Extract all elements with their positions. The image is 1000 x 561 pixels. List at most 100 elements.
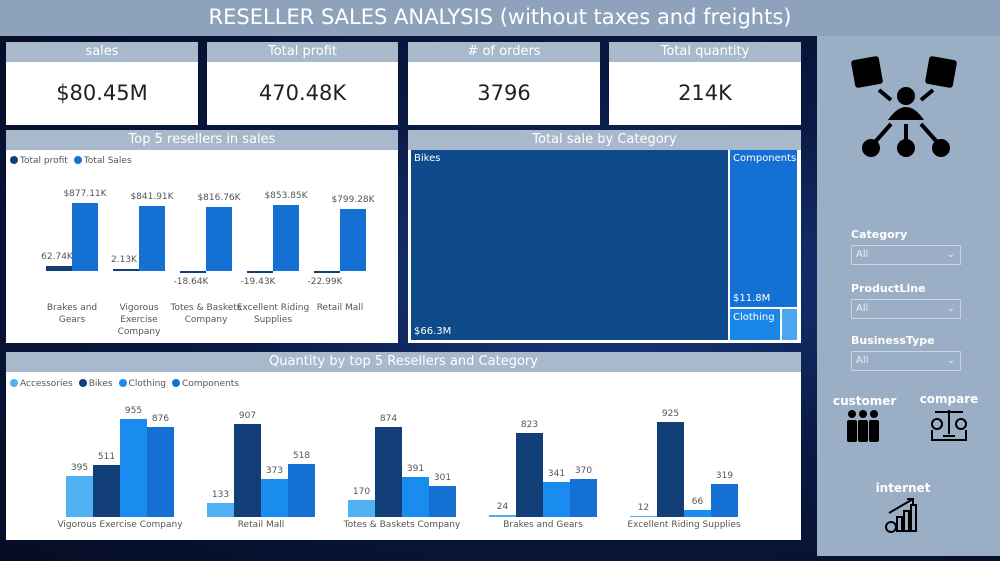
quantity-bar[interactable] <box>66 476 93 517</box>
quantity-bar[interactable] <box>234 423 261 517</box>
quantity-bar[interactable] <box>93 464 120 517</box>
sales-bar[interactable] <box>139 205 165 271</box>
internet-nav-button[interactable]: internet <box>873 481 933 539</box>
quantity-data-label: 133 <box>211 490 230 501</box>
slicer-label: ProductLine <box>851 282 926 295</box>
nav-label: internet <box>875 481 931 495</box>
quantity-bar[interactable] <box>516 432 543 517</box>
quantity-bar[interactable] <box>711 484 738 517</box>
businesstype-slicer: BusinessType All ⌄ <box>851 334 961 371</box>
sales-bar[interactable] <box>273 204 299 271</box>
quantity-bar[interactable] <box>147 427 174 517</box>
quantity-bar[interactable] <box>570 479 597 517</box>
legend-item[interactable]: Clothing <box>118 379 166 389</box>
kpi-value: 3796 <box>477 81 531 105</box>
kpi-label: Total profit <box>207 42 398 62</box>
profit-data-label: -19.43K <box>240 277 276 287</box>
sales-bar[interactable] <box>72 202 98 271</box>
quantity-by-reseller-chart[interactable]: Quantity by top 5 Resellers and Category… <box>6 352 801 540</box>
quantity-bar[interactable] <box>375 427 402 517</box>
sales-bar[interactable] <box>206 207 232 271</box>
profit-bar[interactable] <box>247 271 273 273</box>
people-group-icon <box>847 410 879 442</box>
quantity-data-label: 823 <box>520 419 539 430</box>
legend: Accessories Bikes Clothing Components <box>10 379 239 389</box>
kpi-label: Total quantity <box>609 42 801 62</box>
category-label: Vigorous Exercise Company <box>117 303 161 337</box>
quantity-bar[interactable] <box>261 478 288 517</box>
chevron-down-icon: ⌄ <box>946 249 955 260</box>
growth-chart-icon <box>885 498 917 533</box>
businesstype-dropdown[interactable]: All ⌄ <box>851 351 961 371</box>
treemap-tile-components[interactable]: Components $11.8M <box>730 150 797 307</box>
tile-label: Bikes <box>414 153 441 164</box>
slicer-label: BusinessType <box>851 334 935 347</box>
profit-data-label: -22.99K <box>307 277 343 287</box>
quantity-data-label: 12 <box>637 502 650 513</box>
profit-bar[interactable] <box>314 271 340 273</box>
slicer-label: Category <box>851 228 908 241</box>
kpi-quantity: Total quantity 214K <box>609 42 801 125</box>
legend-item[interactable]: Components <box>172 379 239 389</box>
dropdown-value: All <box>856 355 869 366</box>
quantity-data-label: 876 <box>151 414 170 425</box>
quantity-bar[interactable] <box>348 499 375 517</box>
chart-title: Total sale by Category <box>408 130 801 150</box>
customer-nav-button[interactable]: customer <box>833 394 896 448</box>
quantity-data-label: 907 <box>238 410 257 421</box>
kpi-value: 214K <box>678 81 732 105</box>
quantity-data-label: 511 <box>97 451 116 462</box>
profit-bar[interactable] <box>180 271 206 273</box>
chevron-down-icon: ⌄ <box>946 303 955 314</box>
legend-item[interactable]: Total profit <box>10 156 68 166</box>
quantity-bar[interactable] <box>120 419 147 517</box>
quantity-data-label: 319 <box>715 471 734 482</box>
quantity-bar[interactable] <box>657 422 684 517</box>
quantity-data-label: 66 <box>691 497 704 508</box>
quantity-data-label: 373 <box>265 465 284 476</box>
quantity-bar[interactable] <box>489 514 516 517</box>
profit-bar[interactable] <box>46 266 72 271</box>
dropdown-value: All <box>856 249 869 260</box>
treemap-tile-bikes[interactable]: Bikes $66.3M <box>411 150 728 340</box>
quantity-data-label: 170 <box>352 486 371 497</box>
quantity-bar[interactable] <box>630 515 657 517</box>
productline-dropdown[interactable]: All ⌄ <box>851 299 961 319</box>
quantity-bar[interactable] <box>543 482 570 517</box>
category-dropdown[interactable]: All ⌄ <box>851 245 961 265</box>
quantity-bar[interactable] <box>429 486 456 517</box>
kpi-value: $80.45M <box>56 81 148 105</box>
category-label: Retail Mall <box>237 520 285 530</box>
quantity-bar[interactable] <box>402 476 429 517</box>
profit-bar[interactable] <box>113 269 139 271</box>
side-panel: Category All ⌄ ProductLine All ⌄ BusinessTyp… <box>817 36 1000 556</box>
sales-data-label: $877.11K <box>63 188 107 199</box>
kpi-sales: sales $80.45M <box>6 42 198 125</box>
legend-label: Bikes <box>88 379 113 389</box>
quantity-bar[interactable] <box>207 503 234 517</box>
legend-item[interactable]: Accessories <box>10 379 73 389</box>
legend-label: Accessories <box>20 379 73 389</box>
quantity-data-label: 925 <box>661 409 680 420</box>
legend-item[interactable]: Total Sales <box>73 156 132 166</box>
category-label: Vigorous Exercise Company <box>57 520 183 530</box>
quantity-data-label: 341 <box>547 469 566 479</box>
category-treemap[interactable]: Total sale by Category Bikes $66.3M Compo… <box>408 130 801 343</box>
quantity-bar[interactable] <box>684 510 711 517</box>
page-title: RESELLER SALES ANALYSIS (without taxes a… <box>0 0 1000 36</box>
legend-item[interactable]: Bikes <box>78 379 113 389</box>
productline-slicer: ProductLine All ⌄ <box>851 282 961 319</box>
quantity-bar[interactable] <box>288 463 315 517</box>
sales-bar[interactable] <box>340 208 366 271</box>
kpi-orders: # of orders 3796 <box>408 42 600 125</box>
dropdown-value: All <box>856 303 869 314</box>
chart-title: Quantity by top 5 Resellers and Category <box>6 352 801 372</box>
treemap-tile-accessories[interactable] <box>782 309 797 340</box>
quantity-data-label: 518 <box>292 450 311 461</box>
top5-resellers-chart[interactable]: Top 5 resellers in sales Total profit To… <box>6 130 398 343</box>
treemap-tile-clothing[interactable]: Clothing <box>730 309 780 340</box>
category-label: Brakes and Gears <box>503 520 583 530</box>
legend-label: Total profit <box>20 156 68 166</box>
compare-nav-button[interactable]: compare <box>919 392 979 448</box>
chevron-down-icon: ⌄ <box>946 355 955 366</box>
